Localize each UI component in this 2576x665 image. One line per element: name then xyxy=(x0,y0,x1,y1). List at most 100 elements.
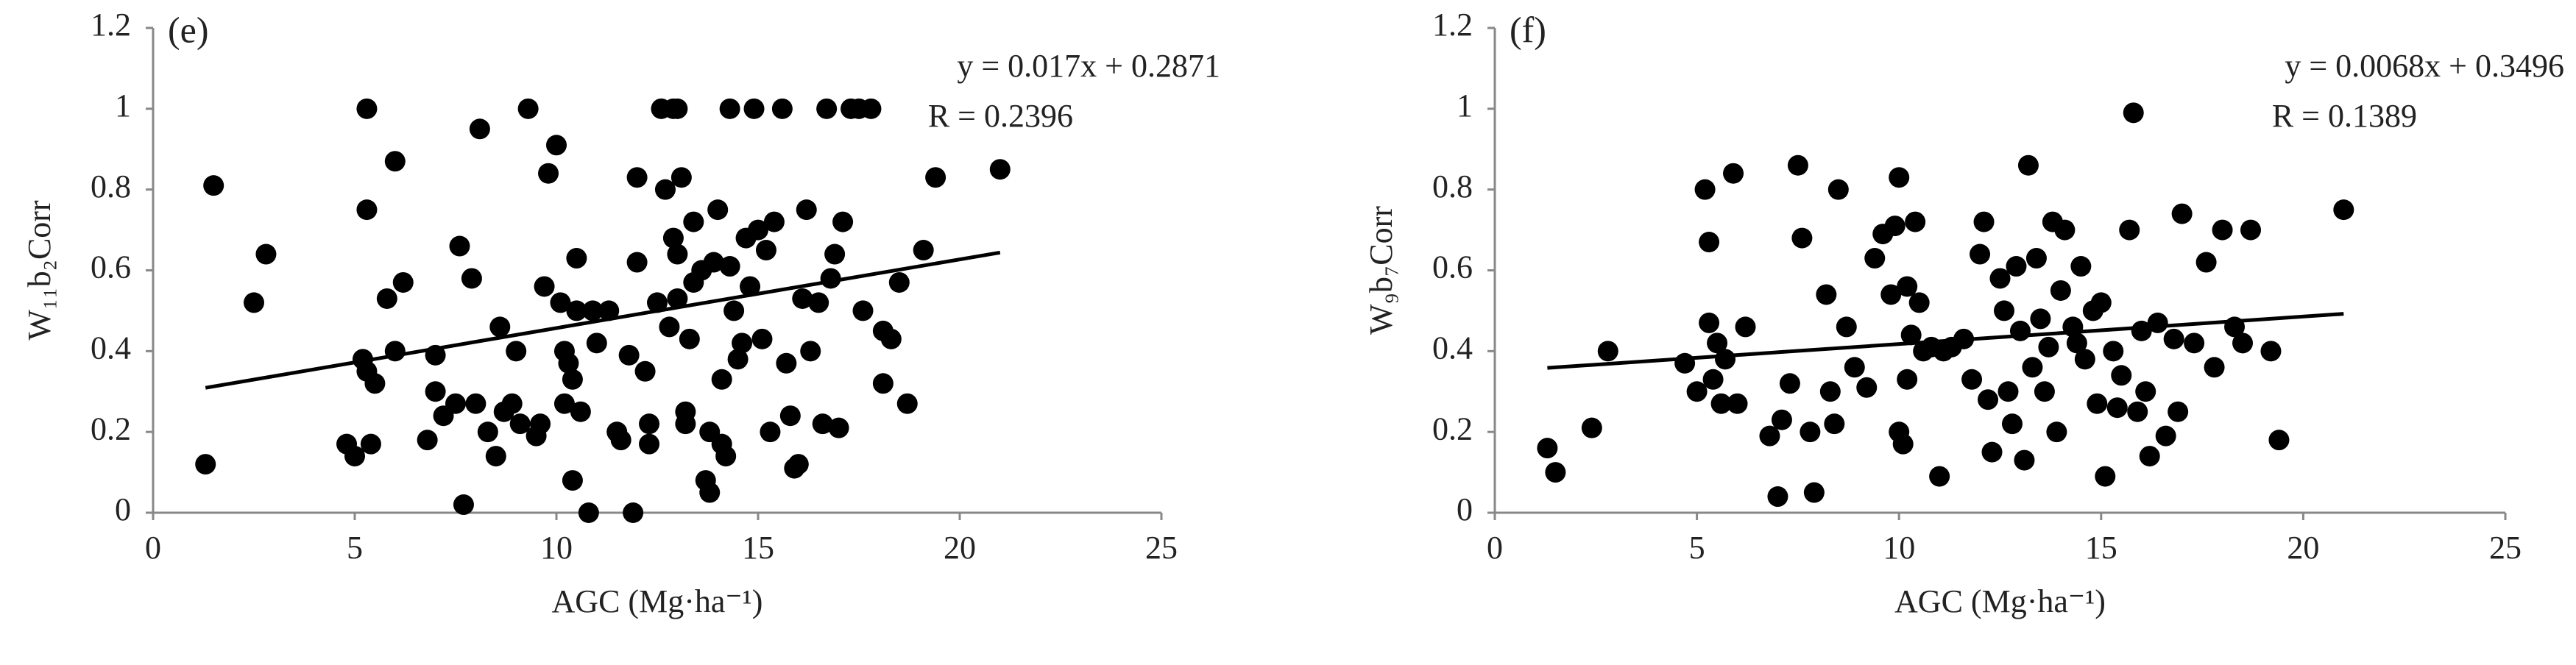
y-tick-label: 1.2 xyxy=(91,7,131,43)
data-point xyxy=(489,316,511,338)
data-point xyxy=(623,502,644,523)
y-tick-label: 0.4 xyxy=(1432,330,1473,366)
data-point xyxy=(1864,248,1886,269)
data-point xyxy=(1803,482,1825,503)
data-point xyxy=(740,276,761,297)
data-point xyxy=(2184,332,2205,354)
data-point xyxy=(1892,433,1914,455)
data-point xyxy=(667,98,688,119)
data-point xyxy=(659,316,680,338)
data-point xyxy=(771,98,793,119)
data-point xyxy=(2168,401,2189,422)
data-point xyxy=(788,454,809,475)
data-point xyxy=(880,328,902,349)
data-point xyxy=(723,300,745,321)
x-tick-label: 5 xyxy=(1689,530,1705,566)
x-axis-label: AGC (Mg·ha⁻¹) xyxy=(552,583,763,619)
data-point xyxy=(1674,352,1696,374)
data-point xyxy=(2095,466,2116,487)
y-tick-label: 0.8 xyxy=(1432,168,1473,205)
data-point xyxy=(1993,300,2014,321)
data-point xyxy=(2240,219,2262,241)
data-point xyxy=(1767,486,1788,508)
data-point xyxy=(828,417,849,438)
y-tick-label: 0.6 xyxy=(91,249,131,285)
data-point xyxy=(989,159,1011,180)
data-point xyxy=(360,433,381,455)
data-point xyxy=(1686,381,1708,402)
data-point xyxy=(2333,199,2354,221)
data-point xyxy=(1961,369,1983,390)
data-point xyxy=(364,373,386,394)
data-point xyxy=(1723,163,1744,184)
data-point xyxy=(1905,211,1926,232)
data-point xyxy=(2135,381,2156,402)
data-point xyxy=(1880,284,1902,305)
data-point xyxy=(779,405,801,427)
data-point xyxy=(1816,284,1837,305)
data-point xyxy=(2022,357,2043,378)
data-point xyxy=(469,118,490,140)
x-tick-label: 25 xyxy=(2489,530,2522,566)
data-point xyxy=(888,271,910,293)
data-point xyxy=(566,248,587,269)
data-point xyxy=(425,381,446,402)
data-point xyxy=(796,199,817,221)
data-point xyxy=(2006,256,2027,277)
data-point xyxy=(1900,324,1922,346)
data-point xyxy=(376,288,397,309)
data-point xyxy=(465,393,486,414)
data-point xyxy=(530,413,551,435)
data-point xyxy=(453,494,474,516)
data-point xyxy=(2111,365,2132,386)
data-point xyxy=(384,151,406,172)
x-tick-label: 20 xyxy=(944,530,976,566)
data-point xyxy=(582,300,604,321)
data-point xyxy=(1800,422,1821,443)
data-point xyxy=(2123,102,2144,124)
data-point xyxy=(2001,413,2023,435)
data-point xyxy=(683,211,704,232)
data-point xyxy=(2212,219,2233,241)
data-point xyxy=(2030,308,2051,330)
data-point xyxy=(792,288,813,309)
data-point xyxy=(255,243,277,265)
data-point xyxy=(501,393,523,414)
data-point xyxy=(732,332,753,354)
data-point xyxy=(776,352,797,374)
data-point xyxy=(711,369,732,390)
data-point xyxy=(1707,332,1728,354)
data-point xyxy=(195,454,216,475)
data-point xyxy=(1727,393,1748,414)
data-point xyxy=(1844,357,1865,378)
data-point xyxy=(344,446,365,467)
y-tick-label: 0.8 xyxy=(91,168,131,205)
data-point xyxy=(626,167,648,188)
data-point xyxy=(760,422,781,443)
data-point xyxy=(816,98,838,119)
data-point xyxy=(1715,349,1736,370)
data-point xyxy=(699,482,721,503)
y-tick-label: 0 xyxy=(1457,491,1473,527)
data-point xyxy=(1787,154,1808,176)
data-point xyxy=(1699,232,1720,253)
data-point xyxy=(2090,292,2112,313)
x-tick-label: 0 xyxy=(1487,530,1503,566)
data-point xyxy=(2009,320,2031,341)
data-point xyxy=(562,369,583,390)
data-point xyxy=(534,276,555,297)
data-point xyxy=(2046,422,2067,443)
data-point xyxy=(1694,179,1716,200)
data-point xyxy=(2074,349,2095,370)
data-point xyxy=(1836,316,1857,338)
data-point xyxy=(824,243,846,265)
x-tick-label: 0 xyxy=(145,530,161,566)
data-point xyxy=(1856,377,1878,398)
data-point xyxy=(570,401,591,422)
data-point xyxy=(2054,219,2076,241)
data-point xyxy=(1779,373,1800,394)
panel-label: (f) xyxy=(1510,9,1546,50)
data-point xyxy=(925,167,946,188)
y-tick-label: 1.2 xyxy=(1432,7,1473,43)
